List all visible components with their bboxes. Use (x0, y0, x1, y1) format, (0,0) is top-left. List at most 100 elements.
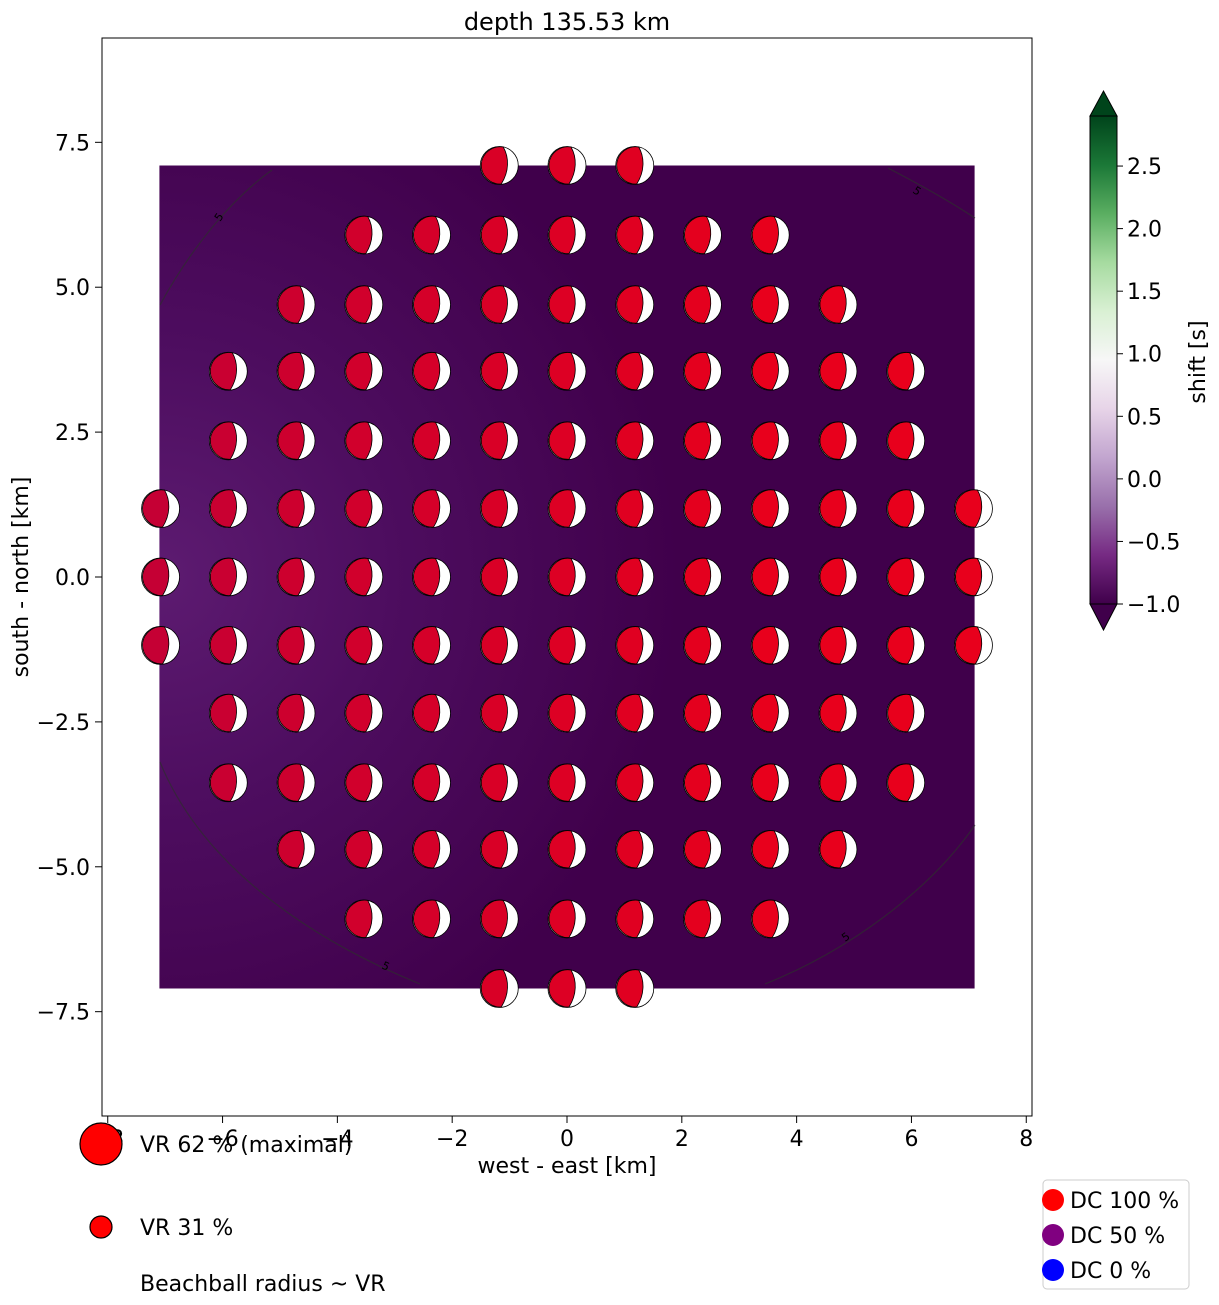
dc-legend: DC 100 % DC 50 % DC 0 % (1042, 1179, 1190, 1290)
colorbar-tick-label: 2.5 (1127, 155, 1162, 180)
beachball (750, 829, 790, 869)
beachball (750, 421, 790, 461)
beachball (344, 421, 384, 461)
beachball (615, 625, 655, 665)
colorbar-extend-bottom (1089, 603, 1118, 632)
contour-line-top-left (159, 169, 273, 306)
colorbar-tick-label: −0.5 (1127, 530, 1180, 555)
size-legend-max-marker (79, 1122, 123, 1166)
beachball (615, 421, 655, 461)
beachball (683, 285, 722, 325)
contour-lines (159, 167, 976, 985)
beachball (547, 351, 587, 391)
beachball (886, 625, 926, 665)
beachball (208, 421, 248, 461)
beachball (479, 421, 519, 461)
x-tick-label: −4 (321, 1127, 353, 1152)
beachball (479, 557, 519, 597)
beachball (886, 489, 926, 529)
dc-legend-label-100: DC 100 % (1070, 1189, 1179, 1214)
beachball (683, 625, 722, 665)
beachball (750, 215, 790, 255)
beachball (344, 693, 384, 733)
beachball (479, 693, 519, 733)
size-legend-note: Beachball radius ~ VR (140, 1272, 386, 1297)
beachball (615, 215, 655, 255)
size-legend: VR 62 % (maximal) VR 31 % Beachball radi… (79, 1122, 386, 1297)
beachball (750, 351, 790, 391)
beachball (547, 625, 587, 665)
dc-legend-marker-100 (1042, 1189, 1064, 1211)
beachball (479, 969, 519, 1008)
beachball (683, 899, 722, 939)
beachball (683, 693, 722, 733)
beachball (750, 285, 790, 325)
dc-legend-marker-50 (1042, 1224, 1064, 1246)
beachball (547, 829, 587, 869)
beachball (615, 969, 655, 1008)
beachball (818, 351, 858, 391)
beachball (208, 693, 248, 733)
beachball (615, 557, 655, 597)
beachball (954, 625, 993, 665)
beachball (479, 285, 519, 325)
chart-title: depth 135.53 km (464, 8, 670, 36)
beachball (547, 899, 587, 939)
beachball (547, 693, 587, 733)
beachball (479, 215, 519, 255)
beachball (344, 489, 384, 529)
beachball (276, 829, 316, 869)
beachball (412, 557, 451, 597)
beachball (344, 215, 384, 255)
beachball (547, 421, 587, 461)
beachball (818, 489, 858, 529)
x-tick-label: 0 (560, 1127, 574, 1152)
beachball (547, 557, 587, 597)
y-axis-ticks: −7.5 −5.0 −2.5 0.0 2.5 5.0 7.5 (37, 131, 102, 1026)
beachball (750, 763, 790, 803)
y-tick-label: −7.5 (37, 1001, 90, 1026)
beachball (412, 351, 451, 391)
beachball (954, 557, 993, 597)
beachball (276, 693, 316, 733)
beachball (615, 351, 655, 391)
beachball (547, 489, 587, 529)
beachball (344, 829, 384, 869)
beachball (683, 215, 722, 255)
colorbar-body (1089, 115, 1118, 605)
beachball (615, 285, 655, 325)
beachball (683, 489, 722, 529)
y-tick-label: 5.0 (55, 276, 90, 301)
beachball (750, 899, 790, 939)
x-tick-label: 6 (904, 1127, 918, 1152)
beachball (547, 285, 587, 325)
beachball (276, 557, 316, 597)
dc-legend-marker-0 (1042, 1259, 1064, 1281)
colorbar-tick-label: 0.5 (1127, 405, 1162, 430)
beachball (818, 693, 858, 733)
beachball (412, 763, 451, 803)
contour-line-bottom-left (159, 761, 421, 985)
beachball (750, 557, 790, 597)
beachball (750, 625, 790, 665)
beachball (276, 285, 316, 325)
beachball (547, 763, 587, 803)
beachball (344, 763, 384, 803)
beachball (547, 969, 587, 1008)
beachball (886, 557, 926, 597)
beachball (683, 829, 722, 869)
y-axis-label: south - north [km] (9, 477, 34, 678)
size-legend-max-label: VR 62 % (maximal) (140, 1133, 352, 1158)
colorbar-tick-label: 0.0 (1127, 468, 1162, 493)
beachball (818, 557, 858, 597)
beachball (412, 489, 451, 529)
beachball (479, 625, 519, 665)
beachball (615, 829, 655, 869)
colorbar-tick-label: 2.0 (1127, 218, 1162, 243)
beachball (683, 421, 722, 461)
beachball (479, 829, 519, 869)
dc-legend-label-50: DC 50 % (1070, 1224, 1165, 1249)
beachball (344, 899, 384, 939)
beachball (479, 146, 519, 185)
